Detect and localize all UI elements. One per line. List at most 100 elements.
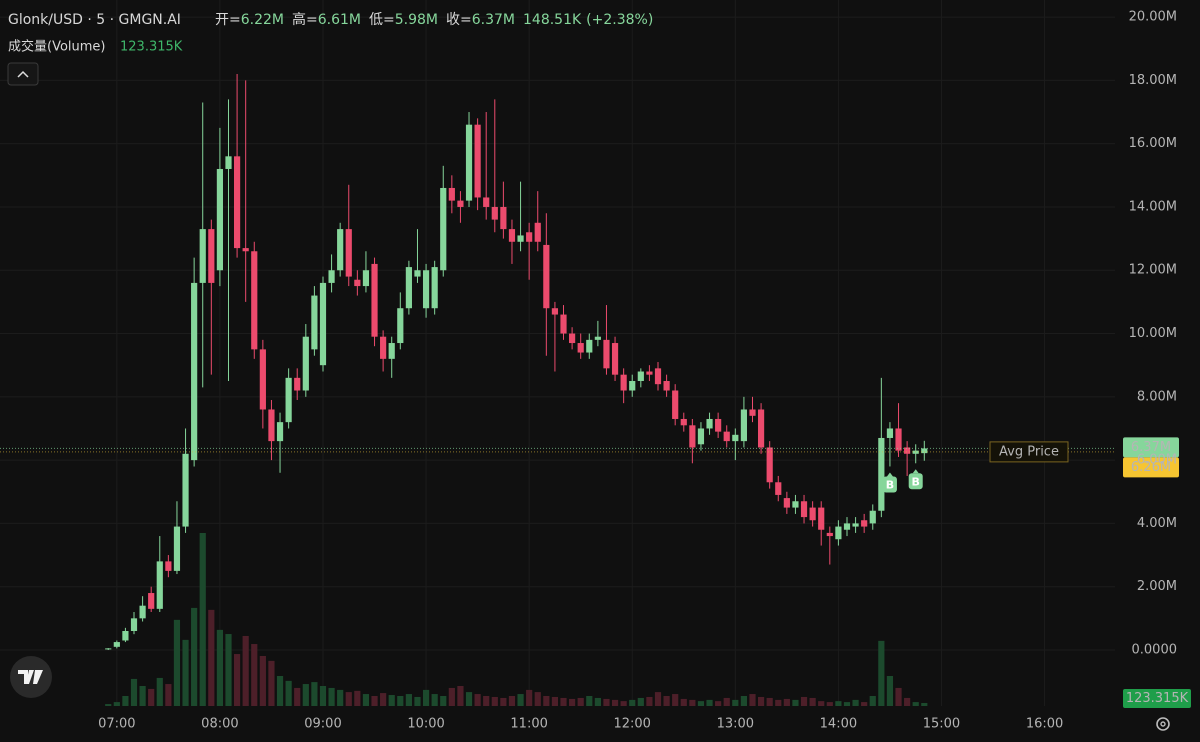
y-tick-label: 18.00M: [1129, 73, 1177, 88]
y-tick-label: 6.00M: [1137, 453, 1177, 468]
volume-bar: [861, 702, 868, 706]
volume-bar: [148, 688, 155, 706]
tradingview-logo[interactable]: [10, 656, 52, 698]
volume-bar: [319, 685, 327, 706]
y-tick-label: 0.0000: [1132, 642, 1178, 657]
volume-bar: [182, 639, 189, 706]
volume-bar: [156, 677, 163, 706]
candle-body: [646, 371, 653, 375]
candle-body: [491, 206, 498, 220]
candle-body: [311, 295, 318, 350]
volume-bar: [508, 695, 516, 706]
volume-bar: [732, 699, 739, 706]
volume-bar: [191, 607, 198, 706]
avg-price-label: 6.26M: [1131, 460, 1171, 475]
candle-body: [637, 371, 644, 382]
candle-body: [732, 434, 739, 442]
candles: [105, 74, 928, 650]
candle-body: [388, 343, 395, 359]
overlay: B B Avg Price 6.37M 6.26M 123.315K: [0, 437, 1191, 708]
avg-price-title-box: [989, 441, 1069, 463]
x-tick-label: 14:00: [820, 717, 857, 732]
candle-body: [551, 308, 559, 315]
candle-body: [431, 267, 438, 309]
x-tick-label: 11:00: [510, 717, 547, 732]
y-tick-label: 12.00M: [1129, 263, 1177, 278]
trade-marker: [882, 476, 897, 493]
candle-body: [843, 523, 851, 530]
candle-body: [861, 520, 868, 527]
candle-body: [259, 349, 266, 410]
volume-bar: [569, 698, 576, 706]
candle-body: [251, 251, 258, 350]
axes: 0.0000 2.00M 4.00M 6.00M 8.00M 10.00M 12.00M 14…: [98, 10, 1177, 732]
logo-mark[interactable]: [18, 670, 43, 684]
collapse-button-box[interactable]: [7, 62, 39, 86]
volume-bar: [878, 640, 885, 706]
volume-bar: [654, 692, 662, 706]
candle-body: [285, 377, 292, 423]
volume-value-label: 123.315K: [1126, 691, 1189, 706]
volume-bar: [921, 702, 928, 706]
volume-bar: [311, 682, 318, 706]
collapse-icon[interactable]: [17, 70, 29, 78]
y-tick-label: 2.00M: [1137, 579, 1177, 594]
volume-bar: [869, 695, 876, 706]
ohlc-stats: 开=6.22M 高=6.61M 低=5.98M 收=6.37M 148.51K (+2.3…: [215, 11, 653, 28]
candle-body: [182, 453, 189, 527]
volume-bar: [818, 701, 825, 706]
collapse-button[interactable]: [7, 62, 39, 86]
candle-body: [156, 561, 163, 609]
candle-body: [818, 507, 825, 530]
candle-body: [826, 532, 833, 537]
volume-bar: [345, 692, 352, 706]
candle-body: [706, 418, 713, 429]
candle-body: [680, 418, 687, 426]
volume-bar: [208, 609, 215, 706]
volume-bar: [276, 675, 284, 706]
volume-title: 成交量(Volume): [8, 39, 106, 55]
volume-bar: [904, 697, 911, 706]
volume-bar: [672, 694, 679, 706]
settings-icon[interactable]: [1156, 717, 1170, 731]
candle-body: [715, 418, 722, 432]
candle-body: [483, 197, 490, 207]
candle-body: [208, 229, 215, 283]
volume-bar: [268, 660, 275, 706]
candle-body: [165, 561, 172, 571]
candle-body: [740, 409, 747, 442]
settings-button[interactable]: [1156, 717, 1170, 731]
volume-bar: [697, 701, 705, 706]
volume-bar: [680, 698, 687, 706]
change-value: 148.51K: [523, 12, 582, 28]
trade-marker-label: B: [912, 475, 920, 488]
volume-bar: [843, 702, 851, 706]
volume-bar: [285, 680, 292, 706]
candle-body: [611, 343, 619, 375]
volume-bar: [216, 629, 223, 706]
candle-body: [586, 339, 593, 353]
candle-body: [465, 124, 473, 201]
stat-label: 高=: [292, 11, 318, 28]
candle-body: [354, 279, 361, 287]
candle-body: [852, 523, 859, 527]
volume-bar: [337, 689, 344, 706]
volume-bar: [749, 694, 756, 706]
volume-bar: [225, 634, 232, 706]
last-price-label: 6.37M: [1131, 440, 1171, 455]
volume-bar: [740, 695, 747, 706]
candle-body: [148, 593, 155, 609]
candle-body: [886, 428, 894, 438]
volume-bar: [706, 699, 713, 706]
volume-bar: [620, 701, 627, 706]
settings-icon-center[interactable]: [1160, 721, 1166, 727]
candle-body: [199, 229, 206, 283]
volume-bar: [611, 699, 619, 706]
volume-bar: [551, 696, 559, 706]
volume-bar: [586, 695, 593, 706]
volume-bar: [362, 694, 370, 706]
x-tick-label: 16:00: [1026, 717, 1063, 732]
candle-body: [757, 409, 765, 448]
